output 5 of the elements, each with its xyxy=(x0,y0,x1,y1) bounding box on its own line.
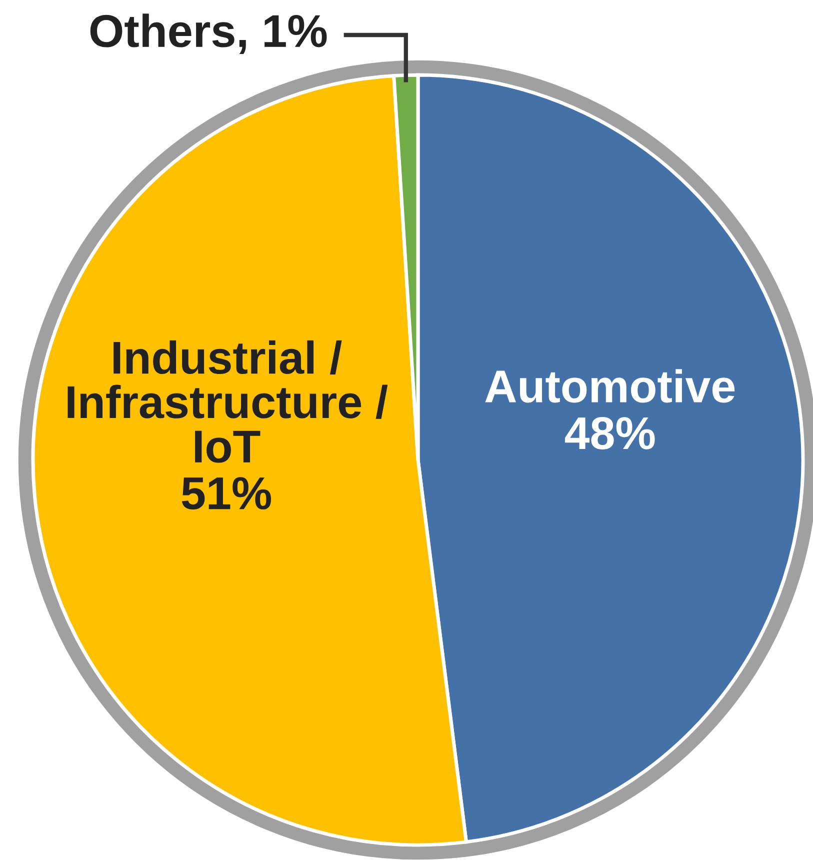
slice-label: Industrial / Infrastructure / IoT xyxy=(68,340,388,463)
slice-label: Others, 1% xyxy=(90,14,327,54)
slice-label: Automotive xyxy=(485,369,735,403)
data-label: 48% xyxy=(564,417,655,450)
data-label: 51% xyxy=(182,477,272,510)
